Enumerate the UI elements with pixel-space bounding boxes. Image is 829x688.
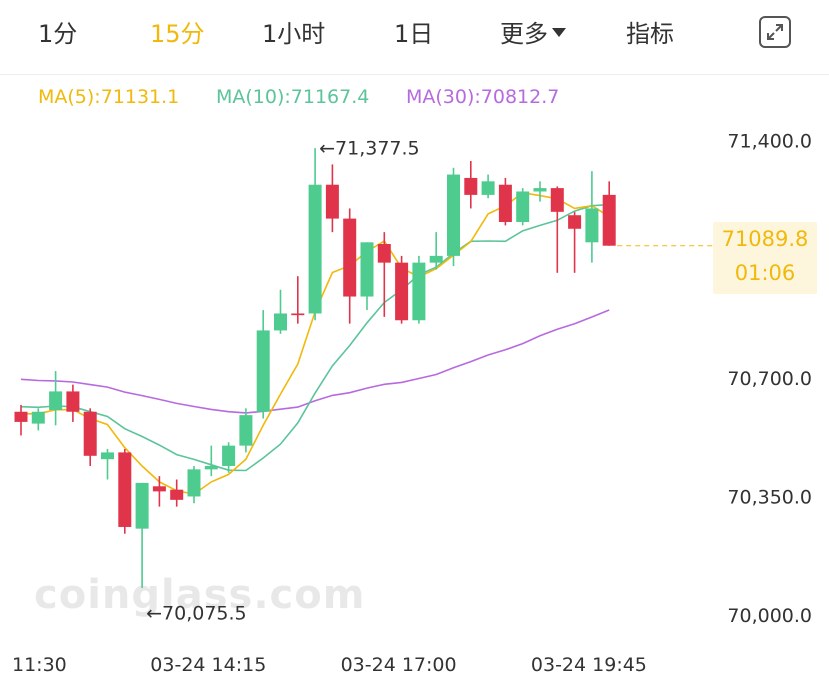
tab-1m[interactable]: 1分 xyxy=(38,20,78,48)
candle-body xyxy=(395,262,409,321)
candle-body xyxy=(602,194,616,246)
countdown: 01:06 xyxy=(734,261,796,285)
candle-body xyxy=(14,411,28,422)
candle-body xyxy=(274,313,287,331)
candle-body xyxy=(585,208,599,243)
low-annotation: ←70,075.5 xyxy=(146,602,247,624)
current-price: 71089.8 xyxy=(721,227,809,251)
x-tick-label: 03-24 19:45 xyxy=(531,654,647,676)
watermark: coinglass.com xyxy=(34,572,366,618)
candle-body xyxy=(187,469,201,497)
candle-body xyxy=(239,415,253,446)
caret-down-icon xyxy=(552,27,566,37)
candle-body xyxy=(325,184,339,219)
tab-1d[interactable]: 1日 xyxy=(394,20,434,48)
candle-body xyxy=(498,184,512,222)
candle-body xyxy=(291,313,305,316)
y-tick-label: 70,700.0 xyxy=(727,368,812,390)
candle-body xyxy=(343,218,357,297)
x-tick-label: 11:30 xyxy=(12,654,67,676)
candle-body xyxy=(222,445,236,466)
candle-body xyxy=(83,411,97,456)
ma10-value: MA(10):71167.4 xyxy=(216,86,370,108)
toolbar-divider xyxy=(0,74,829,75)
ma30-line xyxy=(20,309,610,414)
more-menu[interactable]: 更多 xyxy=(500,14,566,54)
candle-body xyxy=(31,411,45,424)
candle-body xyxy=(568,215,582,229)
ma5-value: MA(5):71131.1 xyxy=(38,86,180,108)
candle-body xyxy=(152,486,166,492)
candle-body xyxy=(308,184,322,314)
candle-body xyxy=(204,465,218,470)
x-tick-label: 03-24 14:15 xyxy=(150,654,266,676)
candle-body xyxy=(429,255,443,263)
candle-body xyxy=(135,482,149,529)
tab-1h[interactable]: 1小时 xyxy=(262,20,326,48)
candle-body xyxy=(256,330,270,412)
indicator-button[interactable]: 指标 xyxy=(626,20,674,48)
candle-body xyxy=(377,244,391,263)
more-label: 更多 xyxy=(500,20,548,48)
candle-body xyxy=(360,242,374,297)
candle-body xyxy=(533,188,547,192)
y-tick-label: 70,350.0 xyxy=(727,486,812,508)
candle-body xyxy=(66,391,80,412)
tab-15m[interactable]: 15分 xyxy=(150,20,205,48)
candle-body xyxy=(447,174,460,256)
candle-body xyxy=(516,191,530,222)
expand-icon xyxy=(767,24,783,40)
candle-body xyxy=(118,452,132,527)
candle-body xyxy=(49,391,63,411)
y-tick-label: 70,000.0 xyxy=(727,605,812,627)
ma10-line xyxy=(20,203,610,472)
candle-body xyxy=(550,188,564,212)
current-price-tag: 71089.8 01:06 xyxy=(713,222,817,294)
interval-toolbar: 1分 15分 1小时 1日 更多 指标 xyxy=(0,0,829,72)
candle-body xyxy=(412,262,426,321)
expand-button[interactable] xyxy=(759,16,791,48)
candle-body xyxy=(481,181,495,195)
candle-body xyxy=(101,452,114,460)
x-tick-label: 03-24 17:00 xyxy=(341,654,457,676)
high-annotation: ←71,377.5 xyxy=(319,137,420,159)
candle-body xyxy=(170,489,184,500)
candle-body xyxy=(464,177,478,195)
y-tick-label: 71,400.0 xyxy=(727,131,812,153)
ma30-value: MA(30):70812.7 xyxy=(406,86,560,108)
